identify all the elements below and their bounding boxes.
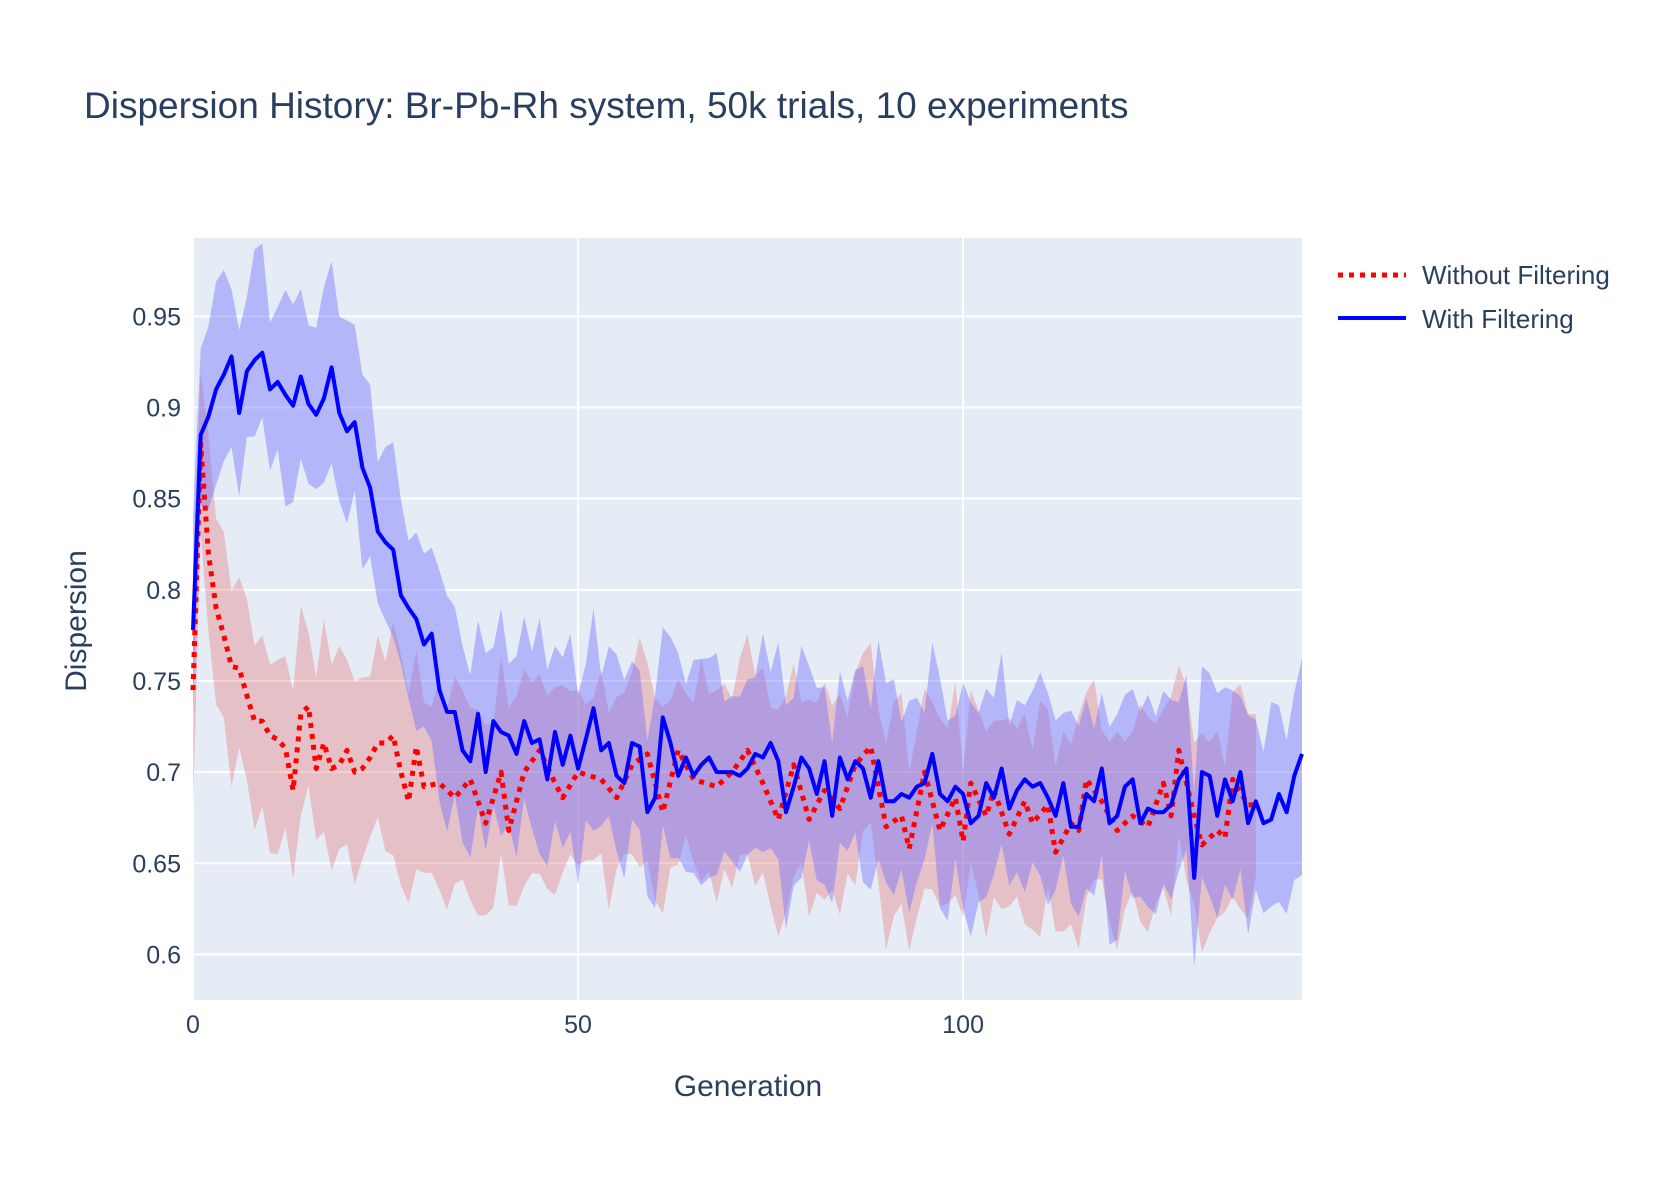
y-tick-label: 0.7 [146, 759, 181, 787]
y-tick-label: 0.65 [132, 850, 181, 878]
legend-item-with-filtering[interactable]: With Filtering [1338, 304, 1574, 334]
x-axis-title: Generation [674, 1070, 822, 1103]
y-tick-label: 0.9 [146, 395, 181, 423]
x-tick-label: 100 [942, 1011, 984, 1039]
line-without-filtering [190, 441, 1256, 855]
y-tick-label: 0.8 [146, 577, 181, 605]
x-tick-label: 0 [186, 1011, 200, 1039]
legend-label-without-filtering: Without Filtering [1422, 260, 1610, 290]
y-tick-label: 0.75 [132, 668, 181, 696]
series-lines [190, 350, 1304, 880]
gridlines [192, 238, 1302, 1000]
x-axis-ticks: 0 50 100 [186, 1011, 984, 1039]
legend-item-without-filtering[interactable]: Without Filtering [1338, 260, 1610, 290]
legend-label-with-filtering: With Filtering [1422, 304, 1574, 334]
plot-area [193, 238, 1302, 1000]
y-tick-label: 0.85 [132, 486, 181, 514]
line-with-filtering [191, 350, 1304, 880]
chart-title: Dispersion History: Br-Pb-Rh system, 50k… [84, 85, 1129, 126]
y-axis-ticks: 0.6 0.65 0.7 0.75 0.8 0.85 0.9 0.95 [132, 303, 181, 969]
y-axis-title: Dispersion [60, 550, 93, 692]
y-tick-label: 0.95 [132, 303, 181, 331]
legend[interactable]: Without Filtering With Filtering [1338, 260, 1610, 334]
band-with-filtering [193, 243, 1302, 968]
y-tick-label: 0.6 [146, 941, 181, 969]
x-tick-label: 50 [564, 1011, 592, 1039]
